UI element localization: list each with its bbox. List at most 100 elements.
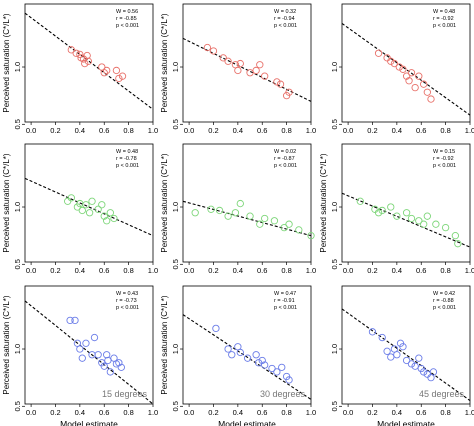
x-tick-label: 0.4: [392, 408, 402, 417]
data-point: [76, 50, 84, 59]
data-point: [90, 333, 99, 342]
stat-r: r = -0.91: [274, 298, 295, 304]
x-tick-label: 0.0: [184, 266, 194, 275]
x-tick-label: 0.8: [281, 408, 291, 417]
data-point: [395, 63, 403, 71]
panel-1-3: 0.0 0.2 0.4 0.6 0.8 1.0 0.5 1.0 W = 0.48r = -0.9…: [330, 3, 474, 135]
x-tick-label: 0.2: [50, 126, 60, 135]
angle-label: 30 degrees: [260, 389, 306, 399]
y-tick-label: 1.0: [13, 202, 22, 212]
data-point: [215, 206, 224, 215]
data-point: [203, 43, 212, 52]
regression-line: [24, 300, 154, 405]
data-point: [212, 324, 220, 333]
y-tick-label: 0.5: [13, 401, 22, 411]
data-point: [387, 203, 395, 211]
x-tick-label: 0.6: [257, 408, 267, 417]
data-point: [411, 83, 419, 92]
data-point: [106, 209, 114, 217]
data-point: [115, 359, 123, 367]
y-tick-label: 1.0: [13, 344, 22, 354]
panel-2-3: 0.0 0.2 0.4 0.6 0.8 1.0 0.5 1.0 W = 0.15r = -0.9…: [319, 143, 474, 275]
angle-label: 45 degrees: [419, 389, 465, 399]
data-point: [399, 343, 407, 351]
data-point: [273, 368, 281, 376]
y-tick-label: 1.0: [330, 202, 339, 212]
x-tick-label: 0.0: [343, 266, 353, 275]
x-tick-label: 0.0: [26, 266, 36, 275]
data-point: [224, 57, 232, 65]
data-point: [88, 197, 96, 205]
panel-3-3: 0.0 0.2 0.4 0.6 0.8 1.0 0.5 1.0 W = 0.42r = -0.8…: [330, 285, 474, 426]
data-point: [407, 360, 416, 368]
data-point: [112, 66, 121, 75]
x-tick-label: 0.0: [184, 126, 194, 135]
x-tick-label: 0.6: [99, 408, 109, 417]
stat-w: W = 0.56: [116, 9, 138, 15]
x-tick-label: 0.4: [392, 266, 402, 275]
y-tick-label: 1.0: [330, 62, 339, 72]
data-point: [110, 214, 118, 223]
x-tick-label: 0.6: [416, 408, 426, 417]
data-point: [98, 201, 106, 209]
data-point: [191, 209, 199, 217]
data-point: [356, 197, 364, 205]
data-point: [100, 212, 108, 220]
data-point: [278, 363, 286, 371]
x-tick-label: 0.6: [257, 126, 267, 135]
data-point: [83, 51, 91, 60]
data-point: [81, 59, 89, 68]
data-point: [387, 57, 395, 65]
plot-frame: [24, 3, 154, 123]
data-point: [420, 220, 428, 228]
x-tick-label: 0.8: [281, 266, 291, 275]
data-point: [285, 88, 293, 96]
stat-w: W = 0.32: [274, 9, 296, 15]
x-tick-label: 0.2: [367, 408, 377, 417]
x-tick-label: 0.0: [26, 408, 36, 417]
data-point: [100, 362, 108, 370]
data-point: [243, 354, 252, 362]
x-tick-label: 0.6: [416, 126, 426, 135]
data-point: [76, 345, 84, 353]
x-tick-label: 0.6: [257, 266, 267, 275]
plot-frame: [182, 285, 312, 405]
data-point: [420, 80, 428, 88]
y-tick-label: 1.0: [171, 344, 180, 354]
stat-w: W = 0.15: [433, 149, 455, 155]
x-tick-label: 0.8: [440, 126, 450, 135]
data-point: [378, 333, 386, 342]
data-point: [85, 209, 94, 217]
regression-line: [341, 308, 471, 402]
y-tick-label: 0.5: [330, 119, 339, 129]
x-tick-label: 0.2: [208, 266, 218, 275]
angle-label: 15 degrees: [102, 389, 148, 399]
x-tick-label: 0.4: [75, 266, 85, 275]
x-tick-label: 0.8: [123, 266, 133, 275]
y-axis-label: Perceived saturation (C*/L*): [2, 295, 11, 394]
x-tick-label: 1.0: [148, 266, 158, 275]
x-tick-label: 1.0: [148, 126, 158, 135]
data-point: [78, 206, 86, 215]
x-tick-label: 0.0: [184, 408, 194, 417]
regression-line: [24, 12, 154, 110]
y-axis-label: Perceived saturation (C*/L*): [160, 13, 169, 112]
y-axis-label: Perceived saturation (C*/L*): [160, 295, 169, 394]
data-point: [399, 65, 407, 73]
x-tick-label: 0.4: [233, 408, 243, 417]
regression-line: [24, 177, 154, 237]
y-tick-label: 0.5: [171, 119, 180, 129]
x-tick-label: 0.6: [416, 266, 426, 275]
stat-p: p < 0.001: [116, 163, 139, 169]
panel-2-2: 0.0 0.2 0.4 0.6 0.8 1.0 0.5 1.0 W = 0.02r = -0.8…: [160, 143, 316, 275]
stat-w: W = 0.43: [116, 291, 138, 297]
data-point: [390, 59, 399, 68]
x-axis-label: Model estimate: [377, 419, 435, 426]
data-point: [236, 199, 244, 208]
data-point: [234, 66, 242, 75]
stat-r: r = -0.85: [116, 16, 137, 22]
x-tick-label: 0.8: [440, 266, 450, 275]
stat-p: p < 0.001: [116, 23, 139, 29]
data-point: [103, 217, 111, 225]
data-point: [246, 69, 254, 77]
